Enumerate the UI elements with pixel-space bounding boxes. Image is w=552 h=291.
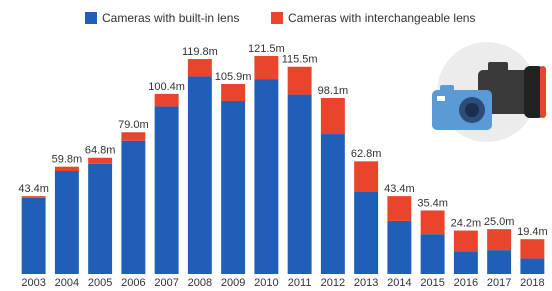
x-tick-label: 2003 bbox=[21, 277, 45, 289]
total-label: 105.9m bbox=[215, 71, 252, 83]
x-tick-label: 2011 bbox=[288, 277, 312, 289]
x-tick-label: 2005 bbox=[88, 277, 112, 289]
legend-swatch bbox=[271, 12, 283, 24]
total-label: 100.4m bbox=[148, 81, 185, 93]
bar-segment bbox=[221, 101, 245, 274]
bar-segment bbox=[354, 192, 378, 274]
bar-segment bbox=[55, 171, 79, 274]
bar-segment bbox=[487, 250, 511, 274]
bar-segment bbox=[254, 80, 278, 274]
total-label: 43.4m bbox=[384, 183, 415, 195]
bar-segment bbox=[121, 141, 145, 274]
bar-segment bbox=[22, 196, 46, 198]
x-tick-label: 2007 bbox=[154, 277, 178, 289]
total-label: 35.4m bbox=[417, 197, 448, 209]
total-label: 59.8m bbox=[52, 154, 83, 166]
bar-segment bbox=[155, 106, 179, 274]
total-label: 24.2m bbox=[451, 217, 482, 229]
bar-segment bbox=[254, 56, 278, 80]
total-label: 19.4m bbox=[517, 226, 548, 238]
camera-icon bbox=[432, 42, 546, 142]
legend-text: Cameras with built-in lens bbox=[102, 11, 239, 25]
x-tick-label: 2015 bbox=[420, 277, 444, 289]
x-tick-label: 2017 bbox=[487, 277, 511, 289]
bar-segment bbox=[288, 67, 312, 95]
bar-segment bbox=[487, 229, 511, 250]
bar-segment bbox=[188, 76, 212, 274]
x-tick-label: 2008 bbox=[188, 277, 212, 289]
bar-segment bbox=[520, 239, 544, 258]
bar-segment bbox=[288, 95, 312, 274]
bar-segment bbox=[55, 167, 79, 171]
chart: Cameras with built-in lens Cameras with i… bbox=[0, 0, 552, 291]
bar-segment bbox=[188, 59, 212, 76]
x-tick-label: 2014 bbox=[387, 277, 411, 289]
total-label: 62.8m bbox=[351, 148, 382, 160]
x-tick-label: 2006 bbox=[121, 277, 145, 289]
x-tick-label: 2004 bbox=[55, 277, 79, 289]
total-label: 115.5m bbox=[282, 54, 318, 66]
x-tick-label: 2016 bbox=[454, 277, 478, 289]
total-label: 119.8m bbox=[182, 46, 218, 58]
bar-segment bbox=[387, 221, 411, 274]
x-tick-label: 2010 bbox=[254, 277, 278, 289]
bar-segment bbox=[387, 196, 411, 221]
x-tick-label: 2018 bbox=[520, 277, 544, 289]
bar-segment bbox=[121, 132, 145, 140]
bar-segment bbox=[221, 84, 245, 101]
total-label: 121.5m bbox=[248, 43, 285, 55]
bar-segment bbox=[421, 234, 445, 274]
bar-segment bbox=[321, 98, 345, 134]
total-label: 25.0m bbox=[484, 216, 515, 228]
bar-segment bbox=[22, 198, 46, 274]
bar-segment bbox=[454, 251, 478, 274]
legend-swatch bbox=[85, 12, 97, 24]
bar-segment bbox=[520, 259, 544, 274]
bar-segment bbox=[88, 164, 112, 274]
legend-text: Cameras with interchangeable lens bbox=[288, 11, 475, 25]
total-label: 64.8m bbox=[85, 145, 116, 157]
x-tick-label: 2009 bbox=[221, 277, 245, 289]
bar-segment bbox=[321, 134, 345, 274]
bar-segment bbox=[421, 210, 445, 234]
x-tick-label: 2013 bbox=[354, 277, 378, 289]
total-label: 98.1m bbox=[318, 85, 349, 97]
total-label: 43.4m bbox=[18, 183, 49, 195]
total-label: 79.0m bbox=[118, 119, 149, 131]
bar-segment bbox=[88, 158, 112, 164]
bar-segment bbox=[354, 161, 378, 192]
bar-segment bbox=[155, 94, 179, 107]
x-tick-label: 2012 bbox=[321, 277, 345, 289]
bar-segment bbox=[454, 231, 478, 252]
